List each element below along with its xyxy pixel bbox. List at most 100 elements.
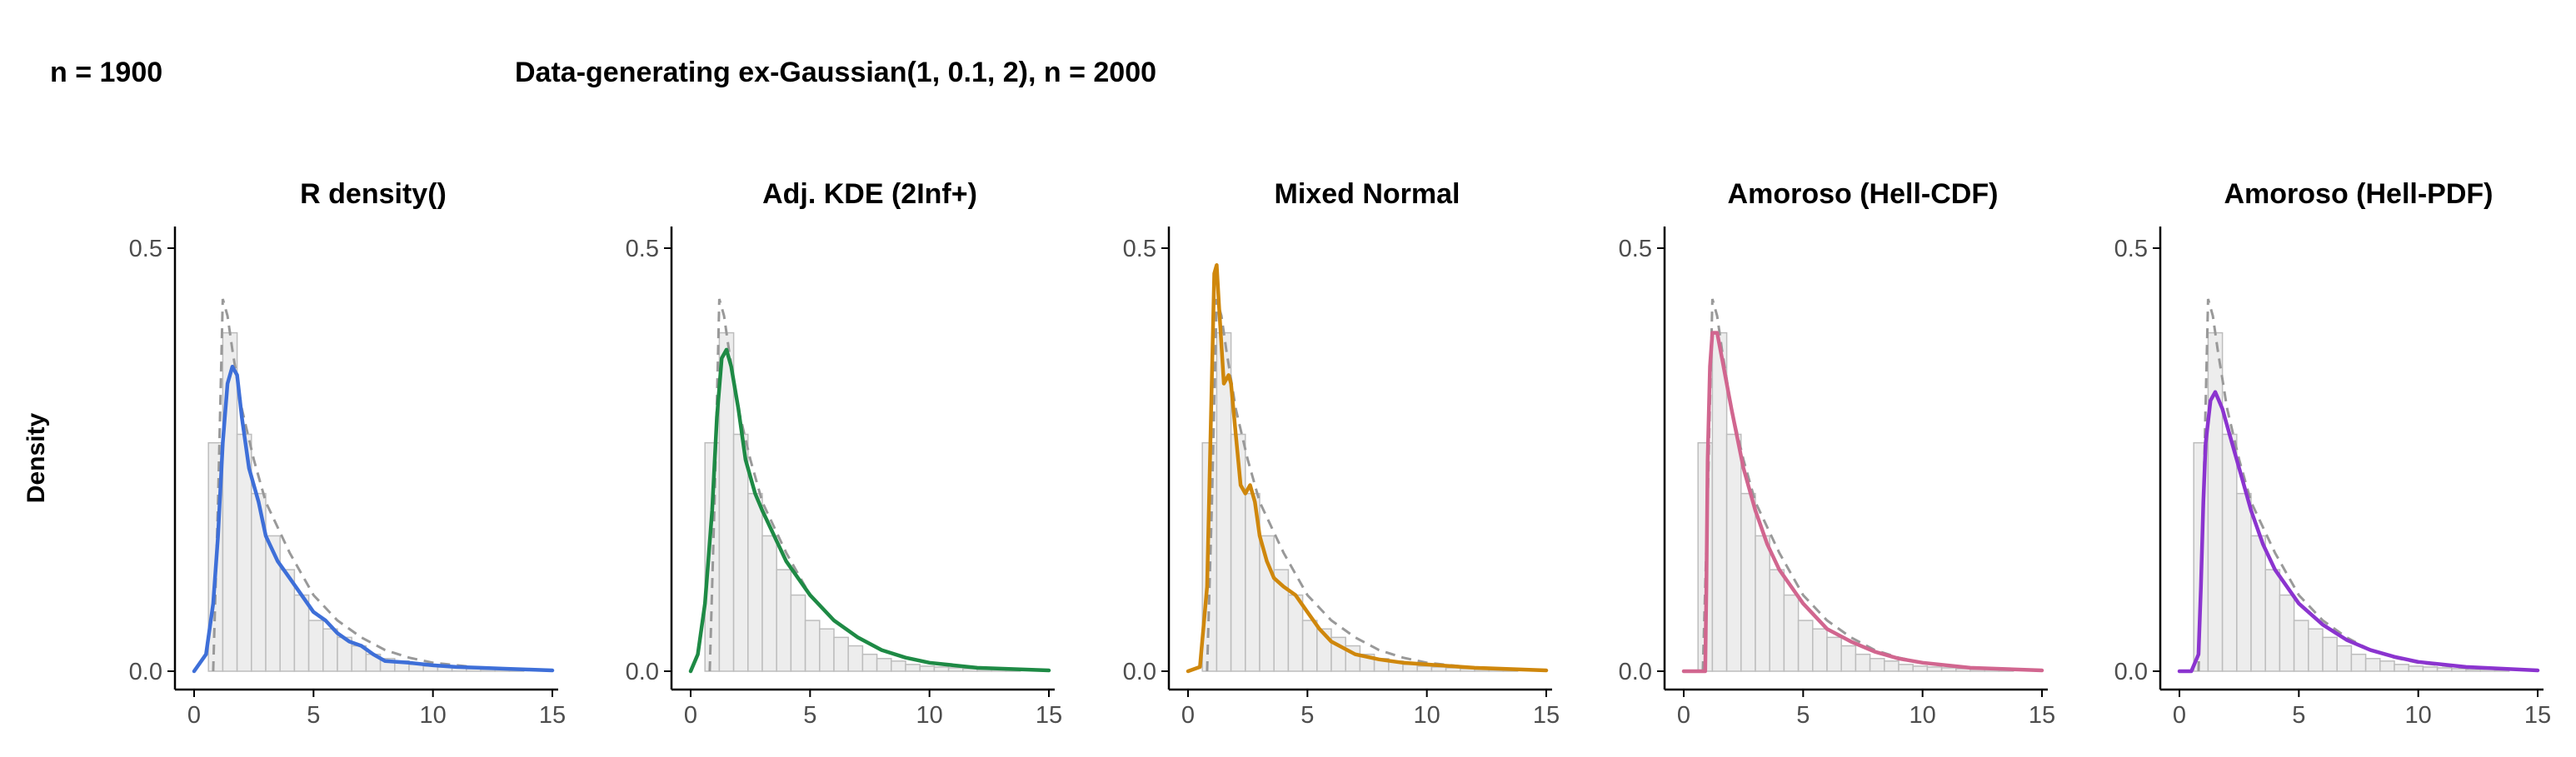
- histogram-bar: [2264, 569, 2281, 672]
- figure-title: Data-generating ex-Gaussian(1, 0.1, 2), …: [515, 57, 1157, 88]
- y-tick-label: 0.0: [1123, 659, 1156, 685]
- x-tick-label: 0: [187, 702, 201, 729]
- x-tick-label: 5: [1796, 702, 1810, 729]
- x-tick-label: 0: [684, 702, 697, 729]
- histogram-bar: [293, 594, 310, 672]
- histogram-bar: [222, 331, 238, 672]
- panel-title: Adj. KDE (2Inf+): [762, 178, 977, 210]
- histogram-bar: [2250, 535, 2266, 672]
- histogram-bar: [732, 433, 749, 672]
- histogram-bar: [1898, 664, 1914, 672]
- histogram-bar: [1287, 594, 1304, 672]
- histogram-bar: [2451, 668, 2467, 672]
- histogram-bar: [2350, 653, 2367, 672]
- histogram-bar: [747, 492, 763, 672]
- y-tick-label: 0.0: [129, 659, 162, 685]
- histogram-bar: [2436, 667, 2453, 672]
- histogram-bar: [1869, 658, 1885, 672]
- fitted-density-curve: [1186, 263, 1549, 674]
- histogram-bar: [1711, 331, 1728, 672]
- histogram-bar: [1912, 665, 1929, 672]
- histogram-bar: [1940, 667, 1957, 672]
- histogram-bar: [1783, 594, 1800, 672]
- histogram-bar: [2322, 636, 2338, 672]
- histogram-bar: [933, 666, 950, 672]
- histogram-bar: [776, 569, 792, 672]
- histogram-bar: [947, 667, 964, 672]
- histogram-bar: [1301, 620, 1318, 672]
- histogram-bar: [1812, 628, 1828, 672]
- fitted-density-curve: [1681, 331, 2044, 674]
- histogram-bar: [1797, 620, 1814, 672]
- histogram-bar: [2364, 658, 2381, 672]
- histogram-bar: [804, 620, 821, 672]
- histogram-bar: [876, 658, 892, 672]
- histogram-bar: [2279, 594, 2295, 672]
- y-tick-label: 0.5: [129, 236, 162, 262]
- histogram-bar: [1416, 665, 1433, 672]
- histogram-bar: [1826, 636, 1842, 672]
- histogram-bar: [2422, 666, 2439, 672]
- histogram-bar: [1884, 660, 1900, 672]
- x-tick-label: 15: [1036, 702, 1062, 729]
- x-tick-label: 15: [2524, 702, 2551, 729]
- histogram-bar: [1740, 492, 1756, 672]
- x-tick-label: 10: [2405, 702, 2432, 729]
- x-tick-label: 0: [2173, 702, 2186, 729]
- histogram-bar: [833, 636, 849, 672]
- x-tick-label: 15: [1533, 702, 1560, 729]
- y-tick-label: 0.0: [626, 659, 659, 685]
- histogram-bar: [2221, 433, 2238, 672]
- histogram-bar: [1926, 666, 1943, 672]
- histogram-bar: [790, 594, 806, 672]
- histogram-bar: [1769, 569, 1785, 672]
- x-tick-label: 0: [1181, 702, 1195, 729]
- panel-title: R density(): [300, 178, 447, 210]
- y-tick-label: 0.5: [626, 236, 659, 262]
- fitted-density-curve: [2177, 390, 2540, 674]
- x-tick-label: 10: [916, 702, 943, 729]
- panel-5: Amoroso (Hell-PDF) 0 5 10 15 0.0 0.5: [2114, 178, 2551, 729]
- histogram-bar: [2207, 331, 2224, 672]
- panel-title: Amoroso (Hell-PDF): [2224, 178, 2494, 210]
- x-tick-label: 10: [420, 702, 447, 729]
- histogram-bar: [2336, 645, 2353, 672]
- y-tick-label: 0.5: [1619, 236, 1652, 262]
- sample-size-label: n = 1900: [50, 57, 163, 88]
- histogram-bar: [2379, 660, 2395, 672]
- panel-4: Amoroso (Hell-CDF) 0 5 10 15 0.0 0.5: [1619, 178, 2055, 729]
- fitted-density-curve: [688, 347, 1051, 674]
- histogram-bar: [819, 628, 835, 672]
- histogram-bar: [265, 535, 281, 672]
- histogram-bar: [2308, 628, 2324, 672]
- histogram-bar: [322, 628, 338, 672]
- histogram-bar: [761, 535, 777, 672]
- x-tick-label: 5: [307, 702, 320, 729]
- x-tick-label: 10: [1910, 702, 1936, 729]
- histogram-bar: [891, 660, 906, 672]
- histogram-bar: [847, 645, 864, 672]
- reference-density-curve: [212, 298, 553, 672]
- x-tick-label: 10: [1414, 702, 1440, 729]
- histogram-bar: [919, 665, 936, 672]
- panel-3: Mixed Normal 0 5 10 15 0.0 0.5: [1123, 178, 1560, 729]
- x-tick-label: 0: [1677, 702, 1690, 729]
- x-tick-label: 5: [2292, 702, 2305, 729]
- histogram-bar: [2465, 669, 2481, 672]
- y-tick-label: 0.0: [2114, 659, 2148, 685]
- histogram-bar: [2408, 665, 2424, 672]
- y-tick-label: 0.5: [1123, 236, 1156, 262]
- x-tick-label: 5: [803, 702, 816, 729]
- histogram-bar: [2293, 620, 2309, 672]
- panel-title: Amoroso (Hell-CDF): [1728, 178, 1999, 210]
- histogram-bar: [861, 653, 878, 672]
- x-tick-label: 15: [539, 702, 566, 729]
- panel-2: Adj. KDE (2Inf+) 0 5 10 15 0.0 0.5: [626, 178, 1062, 729]
- y-tick-label: 0.5: [2114, 236, 2148, 262]
- histogram-bar: [1430, 666, 1447, 672]
- y-tick-label: 0.0: [1619, 659, 1652, 685]
- histogram-bar: [1755, 535, 1770, 672]
- histogram-bar: [1840, 645, 1857, 672]
- panel-title: Mixed Normal: [1275, 178, 1460, 210]
